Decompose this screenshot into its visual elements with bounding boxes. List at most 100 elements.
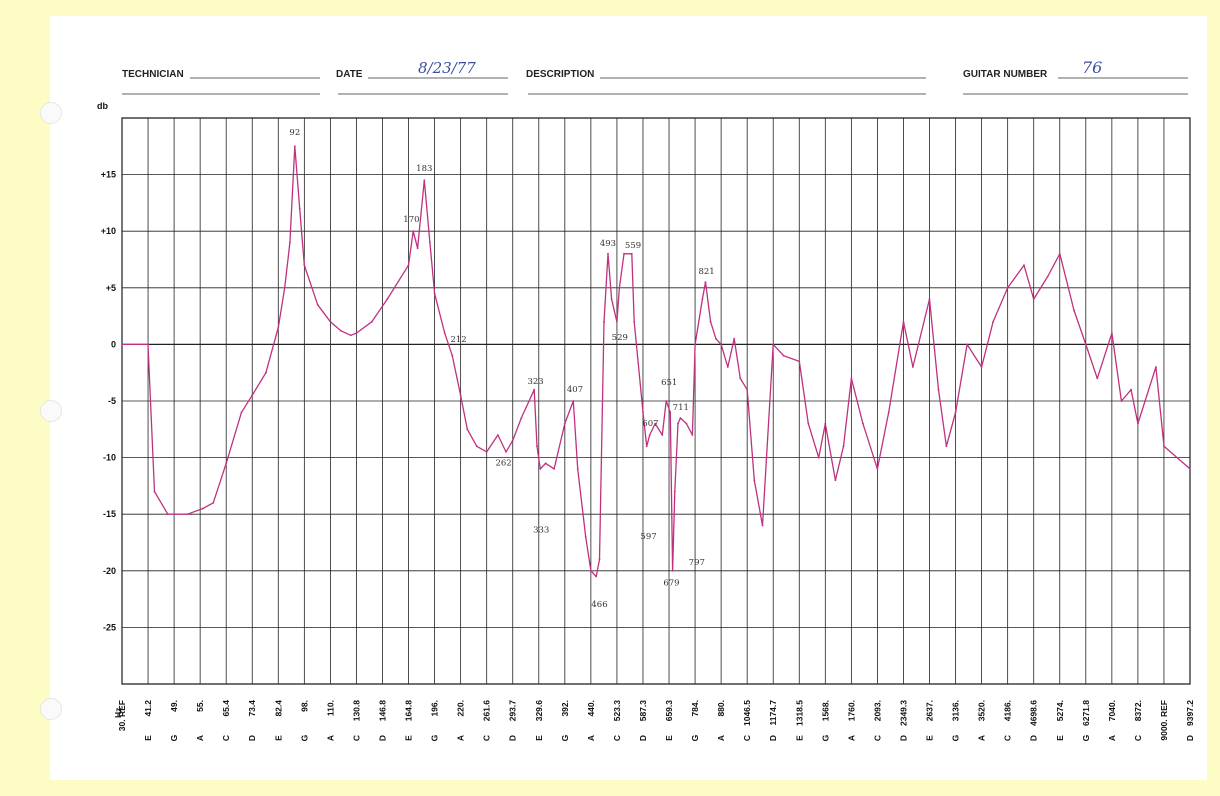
data-point <box>598 558 601 561</box>
data-point <box>451 354 454 357</box>
date-label: DATE <box>336 69 363 80</box>
peak-annotation: 651 <box>661 378 677 388</box>
x-tick-freq: 82.4 <box>273 700 283 717</box>
data-point <box>709 320 712 323</box>
data-point <box>610 298 613 300</box>
x-tick-note: C <box>612 735 622 741</box>
x-tick-freq: 523.3 <box>612 700 622 722</box>
data-point <box>665 400 668 402</box>
data-point <box>842 445 845 448</box>
data-point <box>954 411 957 414</box>
data-point <box>511 439 514 442</box>
data-point <box>303 264 306 267</box>
data-point <box>928 298 931 300</box>
x-tick-freq: 2093. <box>872 700 882 721</box>
data-point <box>536 445 538 448</box>
x-tick-freq: 9397.2 <box>1185 700 1195 726</box>
data-point <box>980 366 983 368</box>
x-tick-note: E <box>143 735 153 741</box>
x-tick-freq: 30. REF <box>117 700 127 731</box>
technician-label: TECHNICIAN <box>122 69 184 80</box>
y-tick-label: 0 <box>111 339 116 349</box>
x-tick-note: E <box>534 735 544 741</box>
y-tick-labels: +15 +10 +5 0 -5 -10 -15 -20 -25 <box>101 170 116 633</box>
data-point <box>225 462 228 465</box>
x-tick-note: E <box>1055 735 1065 741</box>
x-tick-freq: 261.6 <box>482 700 492 722</box>
data-point <box>1130 388 1132 391</box>
data-point <box>298 207 301 210</box>
x-tick-note: A <box>716 735 726 741</box>
data-point <box>1137 422 1139 425</box>
description-label: DESCRIPTION <box>526 69 594 80</box>
peak-annotation: 679 <box>663 579 679 589</box>
data-point <box>720 343 722 346</box>
peak-annotation: 333 <box>533 525 549 535</box>
x-tick-note: E <box>404 735 414 741</box>
data-point <box>520 417 523 419</box>
data-point <box>349 334 352 337</box>
data-point <box>544 462 547 465</box>
data-point <box>202 507 204 510</box>
data-point <box>1111 332 1113 334</box>
x-tick-freq: 55. <box>195 700 205 712</box>
data-point <box>590 569 592 572</box>
x-tick-note: A <box>195 735 205 741</box>
x-tick-note: A <box>456 735 466 741</box>
data-point <box>443 332 446 334</box>
data-point <box>834 479 837 482</box>
data-point <box>966 343 968 346</box>
data-point <box>1163 445 1165 448</box>
peak-annotation: 529 <box>612 333 628 343</box>
x-tick-note: C <box>351 735 361 741</box>
x-tick-note: A <box>846 735 856 741</box>
peak-annotation: 212 <box>450 335 466 345</box>
response-line <box>122 145 1191 578</box>
y-tick-label: -25 <box>103 622 116 632</box>
data-point <box>466 428 469 431</box>
y-tick-label: -15 <box>103 509 116 519</box>
data-point <box>485 451 488 453</box>
binder-hole-middle <box>40 400 62 422</box>
x-tick-note: D <box>377 735 387 741</box>
peak-annotation: 183 <box>416 164 432 174</box>
binder-hole-bottom <box>40 698 62 720</box>
x-tick-note: G <box>169 734 179 741</box>
x-tick-note: E <box>794 735 804 741</box>
data-point <box>1046 275 1049 278</box>
data-point <box>153 490 156 493</box>
data-point <box>475 445 478 448</box>
data-point <box>1155 366 1157 368</box>
data-point <box>671 569 674 572</box>
x-tick-freq: 587.3 <box>638 700 648 722</box>
data-point <box>265 371 267 374</box>
y-tick-label: -20 <box>103 566 116 576</box>
data-point <box>715 337 717 340</box>
x-tick-freq: 110. <box>325 700 335 716</box>
data-point <box>618 286 621 289</box>
x-tick-freq: 98. <box>299 700 309 712</box>
x-tick-note: D <box>768 735 778 741</box>
data-point <box>726 366 729 368</box>
peak-annotation: 262 <box>495 459 511 469</box>
data-point <box>147 343 149 346</box>
x-tick-freq: 784. <box>690 700 700 717</box>
data-point <box>746 388 749 391</box>
data-point <box>433 292 436 295</box>
x-tick-freq: 3136. <box>951 700 961 721</box>
data-point <box>673 490 676 493</box>
x-tick-note: G <box>1081 734 1091 741</box>
x-tick-note: G <box>820 734 830 741</box>
x-tick-note: A <box>1107 735 1117 741</box>
data-point <box>642 411 644 414</box>
data-point <box>416 247 419 250</box>
guitar-number-value: 76 <box>1082 58 1102 77</box>
x-tick-note: D <box>1029 735 1039 741</box>
data-point <box>283 286 286 289</box>
data-point <box>633 320 636 323</box>
x-tick-freq: 3520. <box>977 700 987 721</box>
x-tick-freq: 880. <box>716 700 726 717</box>
data-point <box>607 252 609 255</box>
data-point <box>679 417 682 419</box>
